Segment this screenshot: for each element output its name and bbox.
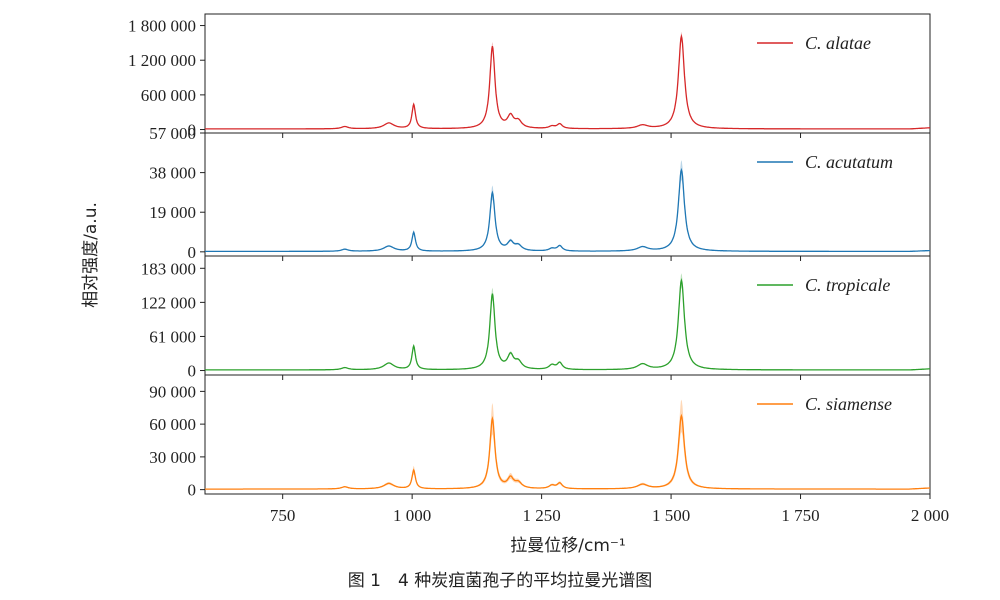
std-band: [205, 160, 930, 252]
y-tick-label: 0: [188, 362, 197, 381]
legend-label: C. tropicale: [805, 275, 890, 295]
legend-label: C. acutatum: [805, 152, 893, 172]
x-tick-label: 1 250: [522, 506, 560, 525]
y-tick-label: 0: [188, 481, 197, 500]
x-axis-label: 拉曼位移/cm⁻¹: [510, 536, 625, 556]
y-tick-label: 38 000: [149, 164, 196, 183]
panel-frame: [204, 374, 931, 495]
x-tick-label: 1 500: [652, 506, 690, 525]
x-tick-label: 1 000: [393, 506, 431, 525]
x-tick-label: 750: [270, 506, 296, 525]
panel-4: 0 30 000 60 000 90 000 C. siamense: [149, 374, 931, 500]
y-axis-label: 相对强度/a.u.: [81, 202, 101, 308]
panel-frame: [204, 13, 931, 134]
x-tick-label: 2 000: [911, 506, 949, 525]
series-line: [205, 167, 930, 253]
series-line: [205, 33, 930, 130]
y-tick-label: 57 000: [149, 124, 196, 143]
y-tick-label: 600 000: [141, 86, 196, 105]
panel-3: 0 61 000 122 000 183 000 C. tropicale: [141, 255, 931, 381]
panel-frame: [204, 255, 931, 376]
y-tick-label: 60 000: [149, 415, 196, 434]
y-tick-label: 61 000: [149, 327, 196, 346]
y-tick-label: 1 200 000: [128, 51, 196, 70]
panel-2: 0 19 000 38 000 57 000 C. acutatum: [149, 124, 931, 262]
legend-label: C. alatae: [805, 33, 871, 53]
x-tick-label: 1 750: [781, 506, 819, 525]
x-axis: 750 1 000 1 250 1 500 1 750 2 000: [270, 494, 949, 525]
y-tick-label: 122 000: [141, 293, 196, 312]
figure-caption: 图 1 4 种炭疽菌孢子的平均拉曼光谱图: [347, 571, 653, 591]
y-tick-label: 90 000: [149, 382, 196, 401]
panel-1: 0 600 000 1 200 000 1 800 000 C. alatae: [128, 13, 931, 140]
panels-group: 0 600 000 1 200 000 1 800 000 C. alatae 0 19 0…: [128, 13, 931, 500]
y-tick-label: 0: [188, 121, 197, 140]
y-tick-label: 19 000: [149, 203, 196, 222]
series-line: [205, 277, 931, 371]
series-line: [205, 413, 930, 490]
y-tick-label: 30 000: [149, 448, 196, 467]
legend-label: C. siamense: [805, 394, 892, 414]
y-tick-label: 0: [188, 243, 197, 262]
y-tick-label: 1 800 000: [128, 17, 196, 36]
y-tick-label: 183 000: [141, 259, 196, 278]
